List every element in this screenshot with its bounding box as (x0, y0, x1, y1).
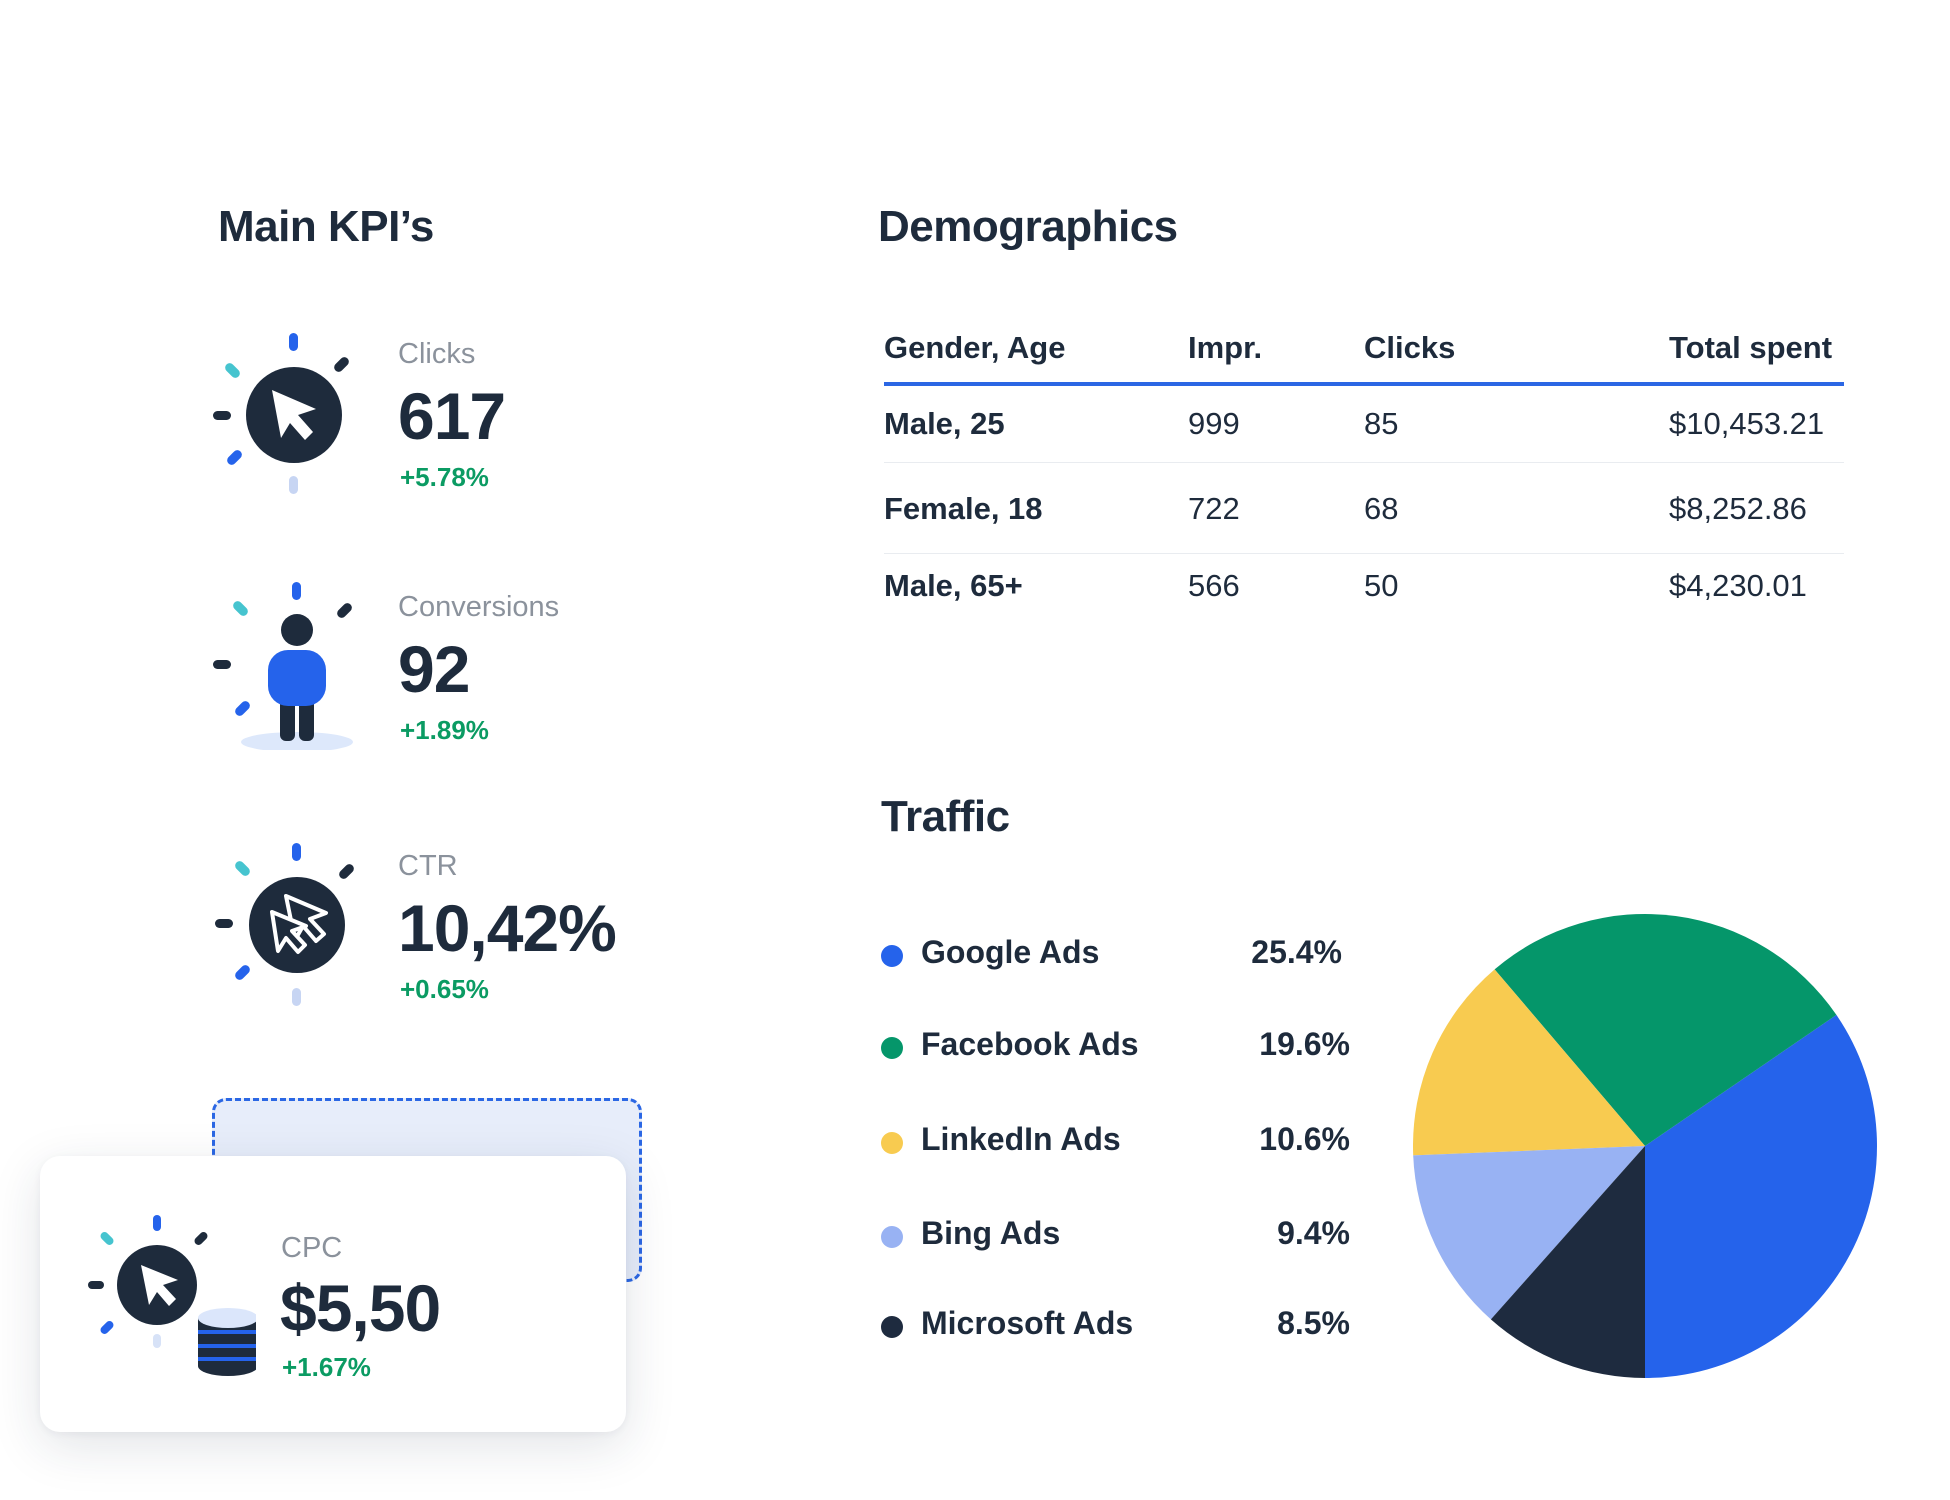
traffic-title: Traffic (881, 792, 1010, 841)
cell-clicks: 50 (1364, 568, 1399, 603)
table-row: Female, 18 722 68 $8,252.86 (884, 463, 1844, 554)
demographics-table: Gender, Age Impr. Clicks Total spent Mal… (884, 318, 1844, 624)
cursor-coins-icon (88, 1215, 256, 1376)
legend-item-microsoft-ads: Microsoft Ads 8.5% (880, 1301, 1350, 1351)
traffic-pie-chart (1413, 914, 1877, 1378)
legend-pct: 25.4% (1251, 934, 1342, 970)
kpi-clicks-value: 617 (398, 379, 506, 453)
pie-slice-google-ads (1645, 1014, 1877, 1378)
col-total-spent: Total spent (1669, 330, 1833, 365)
legend-item-google-ads: Google Ads 25.4% (880, 930, 1350, 980)
legend-pct: 8.5% (1277, 1305, 1350, 1341)
kpi-conversions-value: 92 (398, 632, 470, 706)
legend-label: Google Ads (921, 934, 1100, 970)
kpi-cpc-value: $5,50 (280, 1271, 441, 1345)
legend-dot (881, 1226, 903, 1248)
cell-total-spent: $8,252.86 (1669, 491, 1807, 526)
cell-total-spent: $4,230.01 (1669, 568, 1807, 603)
legend-label: LinkedIn Ads (921, 1121, 1121, 1157)
legend-label: Facebook Ads (921, 1026, 1139, 1062)
legend-label: Bing Ads (921, 1215, 1061, 1251)
pie-slice-bing-ads (1413, 1146, 1645, 1320)
legend-label: Microsoft Ads (921, 1305, 1134, 1341)
double-cursor-icon (215, 843, 354, 1006)
cell-clicks: 85 (1364, 406, 1399, 441)
table-row: Male, 65+ 566 50 $4,230.01 (884, 554, 1844, 624)
table-header: Gender, Age Impr. Clicks Total spent (884, 318, 1844, 386)
cell-impressions: 722 (1188, 491, 1240, 526)
kpi-ctr-delta: +0.65% (400, 974, 489, 1004)
demographics-title: Demographics (878, 202, 1178, 251)
col-clicks: Clicks (1364, 330, 1456, 365)
kpi-cpc-delta: +1.67% (282, 1352, 371, 1382)
kpi-ctr-value: 10,42% (398, 891, 617, 965)
kpi-ctr-label: CTR (398, 850, 458, 882)
cell-gender-age: Male, 25 (884, 406, 1005, 441)
pie-slice-microsoft-ads (1490, 1146, 1645, 1378)
legend-item-facebook-ads: Facebook Ads 19.6% (880, 1022, 1350, 1072)
cell-gender-age: Male, 65+ (884, 568, 1023, 603)
kpi-section-title: Main KPI’s (218, 202, 434, 251)
kpi-clicks-label: Clicks (398, 338, 476, 370)
legend-dot (881, 1037, 903, 1059)
col-gender-age: Gender, Age (884, 330, 1066, 365)
legend-dot (881, 1132, 903, 1154)
kpi-clicks-delta: +5.78% (400, 462, 489, 492)
kpi-cpc-label: CPC (281, 1232, 343, 1264)
legend-item-linkedin-ads: LinkedIn Ads 10.6% (880, 1117, 1350, 1167)
kpi-cpc-card: CPC $5,50 +1.67% (40, 1156, 626, 1432)
pie-slice-linkedin-ads (1413, 969, 1645, 1156)
kpi-conversions-delta: +1.89% (400, 715, 489, 745)
kpi-conversions-label: Conversions (398, 591, 560, 623)
cell-clicks: 68 (1364, 491, 1399, 526)
legend-dot (881, 945, 903, 967)
coin-stack (198, 1308, 256, 1376)
pie-slice-facebook-ads (1494, 914, 1837, 1146)
legend-pct: 9.4% (1277, 1215, 1350, 1251)
cursor-click-icon (213, 333, 349, 494)
legend-pct: 19.6% (1259, 1026, 1350, 1062)
cell-gender-age: Female, 18 (884, 491, 1043, 526)
table-row: Male, 25 999 85 $10,453.21 (884, 386, 1844, 463)
legend-pct: 10.6% (1259, 1121, 1350, 1157)
cell-impressions: 999 (1188, 406, 1240, 441)
legend-item-bing-ads: Bing Ads 9.4% (880, 1211, 1350, 1261)
col-impressions: Impr. (1188, 330, 1263, 365)
legend-dot (881, 1316, 903, 1338)
cell-total-spent: $10,453.21 (1669, 406, 1825, 441)
person-icon (213, 582, 353, 750)
cell-impressions: 566 (1188, 568, 1240, 603)
